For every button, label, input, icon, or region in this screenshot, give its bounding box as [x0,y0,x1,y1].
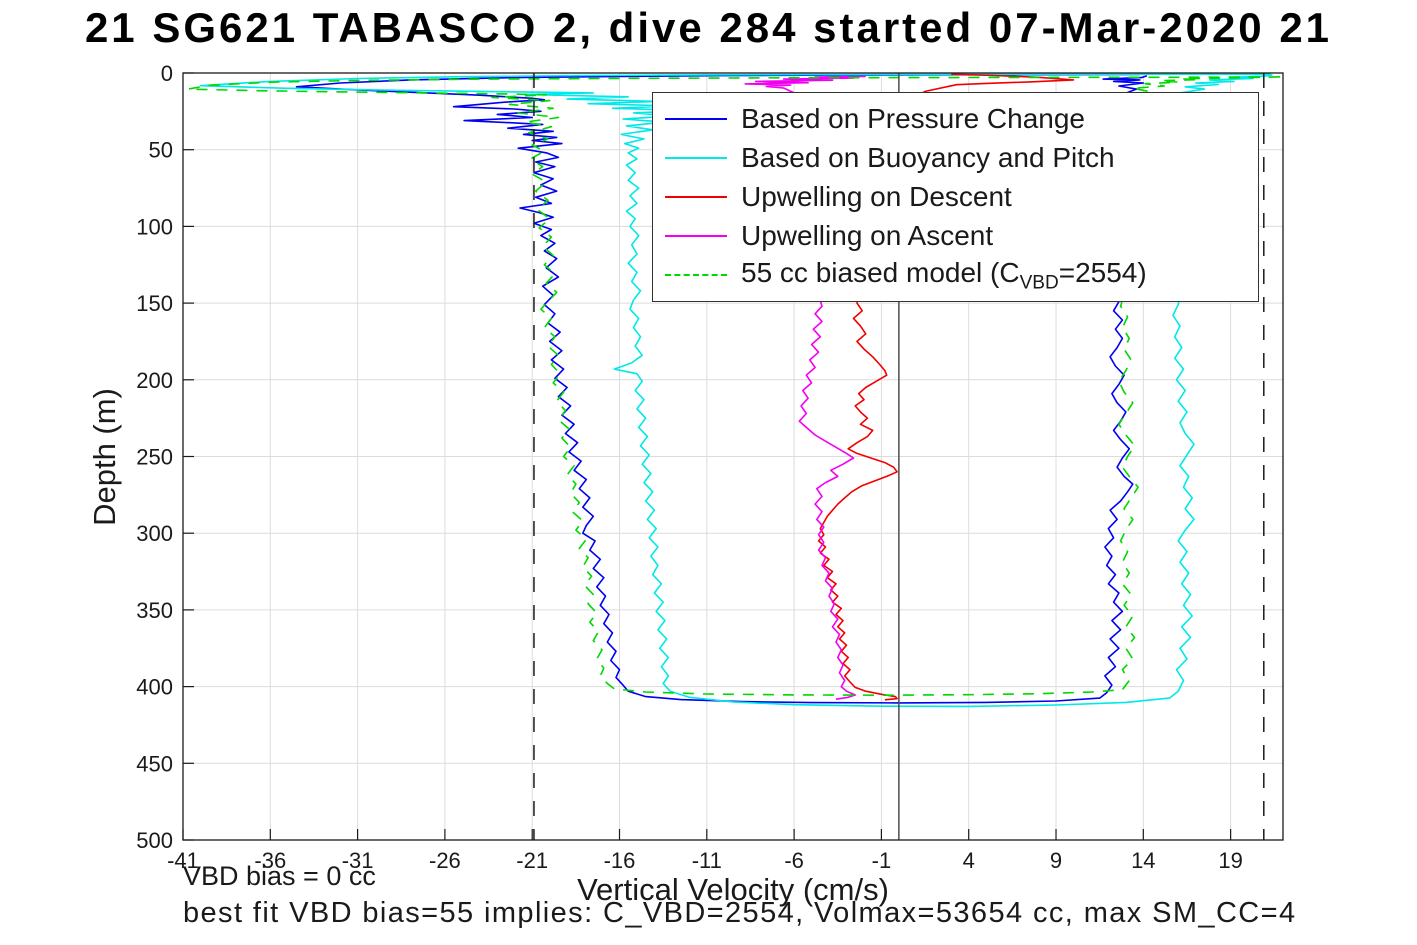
legend-label: Based on Buoyancy and Pitch [741,141,1115,173]
y-tick-label: 50 [149,138,173,163]
series-line-0 [295,73,1148,704]
legend-entry-upwelling-ascent: Upwelling on Ascent [653,217,1258,255]
legend-line-sample-blue [665,117,727,120]
x-tick-label: -31 [342,848,374,873]
y-tick-label: 250 [136,445,173,470]
x-tick-label: 14 [1131,848,1155,873]
legend-entry-pressure-change: Based on Pressure Change [653,100,1258,138]
y-tick-label: 350 [136,598,173,623]
x-tick-label: -21 [516,848,548,873]
legend-entry-buoyancy-pitch: Based on Buoyancy and Pitch [653,139,1258,177]
y-tick-label: 400 [136,675,173,700]
x-tick-label: -41 [167,848,199,873]
y-tick-label: 150 [136,291,173,316]
chart-title: 21 SG621 TABASCO 2, dive 284 started 07-… [84,4,1333,51]
legend-label: Based on Pressure Change [741,102,1085,134]
legend-line-sample-magenta [665,235,727,238]
legend-box: Based on Pressure Change Based on Buoyan… [652,92,1259,302]
x-tick-label: 4 [963,848,975,873]
legend-line-sample-red [665,195,727,198]
legend-line-sample-green-dashed [665,274,727,277]
best-fit-annotation: best fit VBD bias=55 implies: C_VBD=2554… [183,897,1297,929]
legend-entry-upwelling-descent: Upwelling on Descent [653,178,1258,216]
series-line-1 [199,73,1273,708]
x-tick-label: 9 [1050,848,1062,873]
y-tick-label: 200 [136,368,173,393]
legend-entry-biased-model: 55 cc biased model (CVBD=2554) [653,256,1258,294]
y-tick-label: 100 [136,214,173,239]
x-tick-label: -16 [604,848,636,873]
x-tick-label: -26 [429,848,461,873]
x-tick-label: -6 [784,848,804,873]
legend-label: Upwelling on Descent [741,180,1012,212]
legend-line-sample-cyan [665,156,727,159]
y-axis-label: Depth (m) [87,388,122,526]
legend-label: Upwelling on Ascent [741,220,994,252]
x-tick-label: -1 [872,848,892,873]
x-tick-label: 19 [1218,848,1242,873]
x-tick-label: -36 [254,848,286,873]
y-tick-label: 0 [161,61,173,86]
x-axis-label: Vertical Velocity (cm/s) [577,872,889,907]
vbd-bias-annotation: VBD bias = 0 cc [183,861,376,891]
y-tick-label: 500 [136,828,173,853]
legend-label: 55 cc biased model (CVBD=2554) [741,256,1147,294]
series-line-4 [187,76,1282,697]
y-tick-label: 300 [136,521,173,546]
x-tick-label: -11 [692,848,722,873]
y-tick-label: 450 [136,751,173,776]
